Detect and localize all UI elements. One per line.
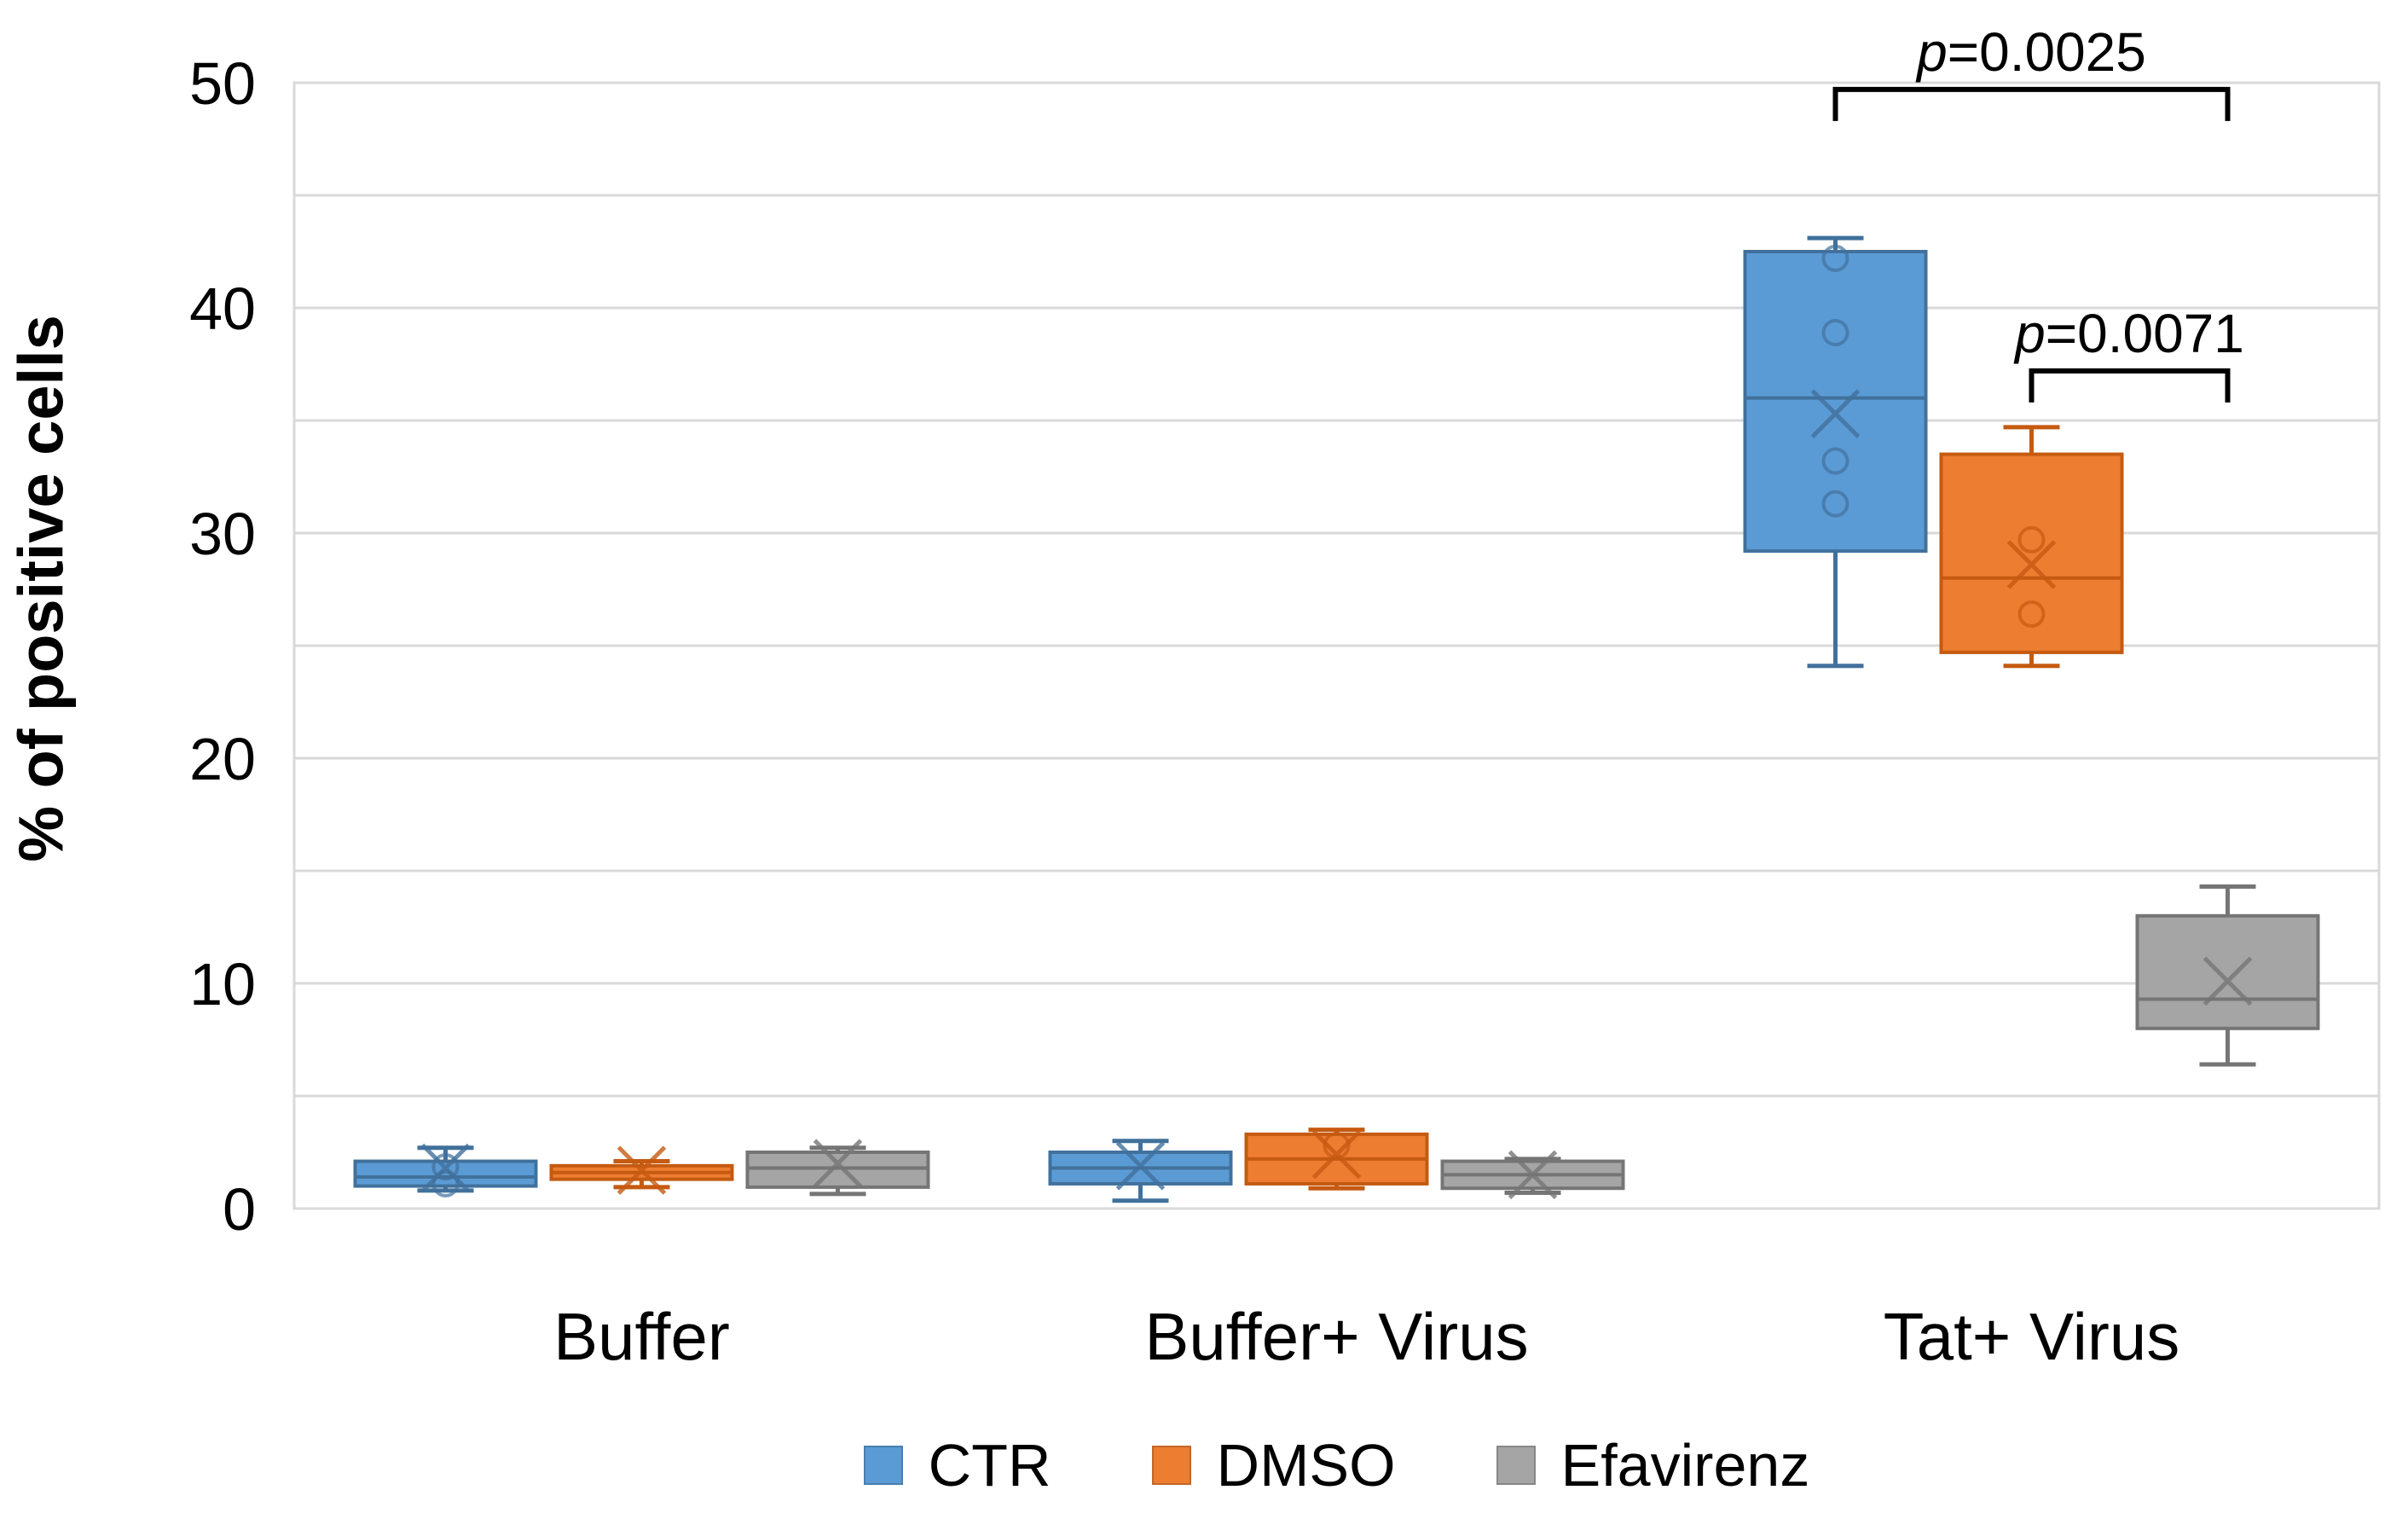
legend-label-efavirenz: Efavirenz <box>1560 1432 1810 1499</box>
legend-item-ctr: CTR <box>863 1432 1051 1499</box>
y-axis-title: % of positive cells <box>5 315 77 862</box>
legend-item-dmso: DMSO <box>1151 1432 1396 1499</box>
mean-marker <box>1508 1150 1558 1200</box>
data-point <box>1821 490 1849 518</box>
data-point <box>431 1153 460 1181</box>
box-ctr-tat-virus <box>1743 235 1928 669</box>
data-point <box>2017 525 2046 554</box>
box-dmso-tat-virus <box>1939 425 2124 669</box>
mean-marker <box>2006 540 2057 589</box>
legend-swatch-dmso <box>1151 1446 1191 1485</box>
mean-marker <box>813 1139 863 1188</box>
box-dmso-buffer-virus <box>1244 1128 1429 1191</box>
data-point <box>1821 447 1849 475</box>
y-tick-label-0: 0 <box>223 1176 256 1243</box>
data-point <box>2017 600 2046 629</box>
mean-marker <box>2203 956 2253 1006</box>
x-category-label-tat-virus: Tat+ Virus <box>1884 1299 2180 1374</box>
mean-marker <box>1810 389 1861 438</box>
legend-swatch-ctr <box>863 1446 903 1485</box>
p-value-label-1: p=0.0025 <box>1915 21 2146 83</box>
mean-marker <box>1115 1141 1166 1191</box>
box-ctr-buffer <box>353 1143 538 1197</box>
box-dmso-buffer <box>549 1145 734 1195</box>
mean-marker <box>420 1143 471 1193</box>
iqr-box <box>353 1159 538 1188</box>
x-category-label-buffer-virus: Buffer+ Virus <box>1144 1299 1528 1374</box>
y-tick-label-40: 40 <box>189 275 256 342</box>
box-ctr-buffer-virus <box>1048 1139 1233 1203</box>
legend-item-efavirenz: Efavirenz <box>1496 1432 1810 1499</box>
mean-marker <box>1311 1129 1362 1180</box>
x-category-label-buffer: Buffer <box>553 1299 730 1374</box>
legend: CTR DMSO Efavirenz <box>294 1431 2379 1499</box>
data-point <box>1821 244 1849 272</box>
box-efavirenz-buffer-virus <box>1440 1150 1625 1200</box>
y-tick-label-50: 50 <box>189 50 256 117</box>
legend-label-dmso: DMSO <box>1216 1432 1396 1499</box>
significance-bracket-1 <box>1832 86 2231 121</box>
iqr-box <box>1743 250 1928 554</box>
p-value-label-2: p=0.0071 <box>2013 303 2244 364</box>
mean-marker <box>616 1145 667 1195</box>
iqr-box <box>1939 452 2124 654</box>
y-tick-label-30: 30 <box>189 501 256 567</box>
iqr-box <box>2135 913 2320 1030</box>
box-efavirenz-buffer <box>745 1139 930 1197</box>
box-efavirenz-tat-virus <box>2135 884 2320 1067</box>
significance-bracket-2 <box>2029 368 2231 403</box>
data-point <box>1821 319 1849 347</box>
legend-swatch-efavirenz <box>1496 1446 1536 1485</box>
y-tick-label-20: 20 <box>189 726 256 792</box>
data-point <box>431 1169 460 1197</box>
legend-label-ctr: CTR <box>928 1432 1051 1499</box>
y-tick-label-10: 10 <box>189 951 256 1017</box>
